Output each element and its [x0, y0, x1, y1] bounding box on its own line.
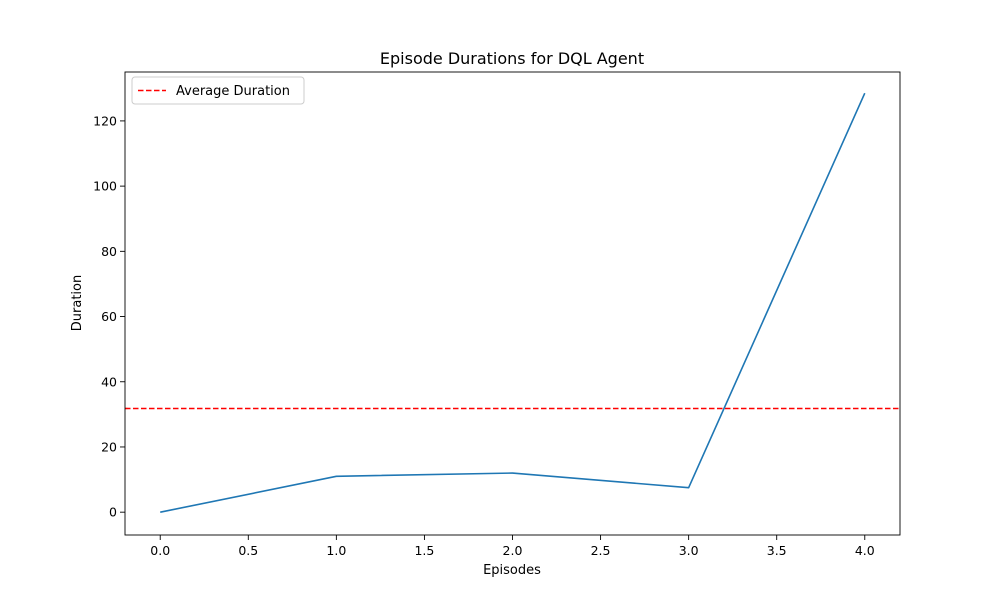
x-tick-label: 0.5 [238, 543, 258, 558]
plot-area: 0.0 0.5 1.0 1.5 2.0 2.5 3.0 3.5 4.0 0 20 40 60 80 100 1… [93, 71, 901, 558]
y-tick-label: 120 [93, 113, 117, 128]
x-tick-label: 1.5 [414, 543, 434, 558]
legend: Average Duration [131, 76, 305, 105]
y-tick-label: 0 [109, 505, 117, 520]
y-tick-label: 100 [93, 179, 117, 194]
y-tick-label: 80 [101, 244, 117, 259]
data-point [336, 476, 338, 478]
x-tick-label: 1.0 [326, 543, 346, 558]
chart-title: Episode Durations for DQL Agent [380, 49, 644, 68]
y-tick-label: 20 [101, 439, 117, 454]
x-tick-label: 2.5 [591, 543, 611, 558]
y-tick-label: 60 [101, 309, 117, 324]
series-line-0 [160, 92, 866, 513]
x-tick-label: 0.0 [150, 543, 170, 558]
axes-frame [124, 71, 901, 536]
data-point [688, 487, 690, 489]
x-tick-label: 2.0 [503, 543, 523, 558]
data-point [512, 472, 514, 474]
data-point [159, 511, 161, 513]
y-tick-label: 40 [101, 374, 117, 389]
y-axis-label: Duration [70, 275, 85, 331]
x-axis-label: Episodes [483, 563, 541, 578]
legend-label-average-duration: Average Duration [176, 84, 290, 99]
data-point [864, 92, 866, 94]
legend-frame [131, 76, 305, 105]
x-tick-label: 3.5 [767, 543, 787, 558]
x-tick-label: 4.0 [855, 543, 875, 558]
x-tick-label: 3.0 [679, 543, 699, 558]
